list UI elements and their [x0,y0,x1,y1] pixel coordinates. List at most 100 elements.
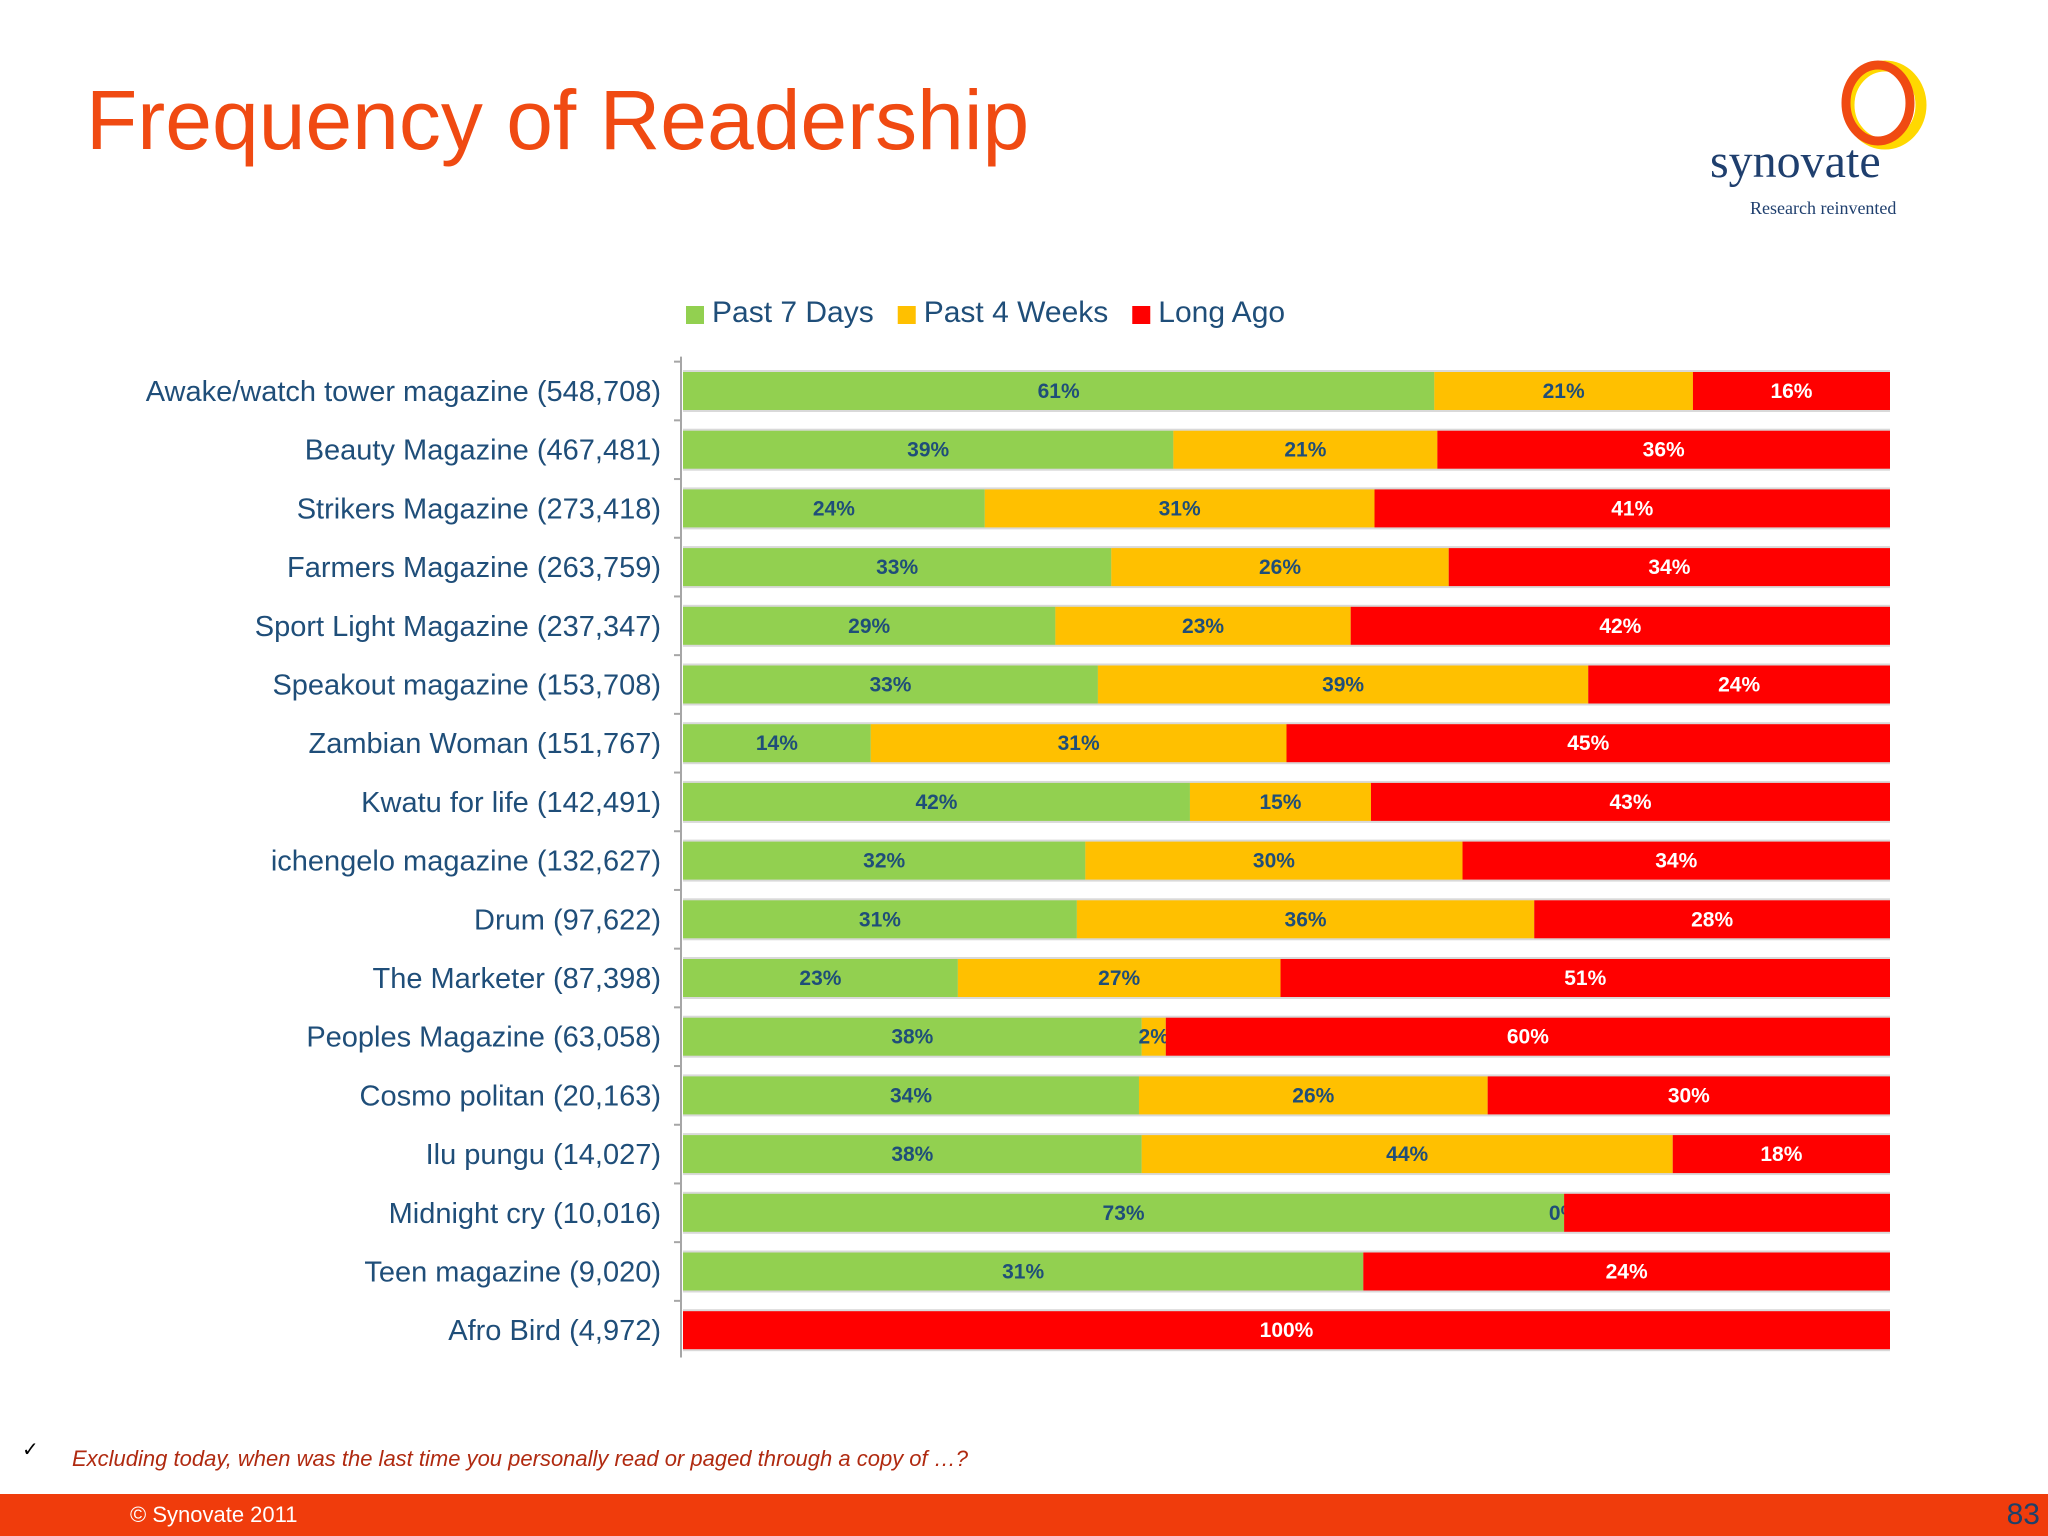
category-label: Ilu pungu (14,027) [426,1139,661,1171]
legend-swatch-0 [686,306,704,324]
bar-segment-past-4-weeks [1141,1135,1673,1174]
bar-segment-long-ago [1692,372,1890,410]
data-label: 31% [859,908,901,931]
bar-segment-long-ago [683,1311,1890,1350]
bar-segment-past-4-weeks [1141,1017,1166,1056]
category-label: Farmers Magazine (263,759) [287,552,661,584]
bar-segment-past-4-weeks [870,724,1287,763]
legend-label-0: Past 7 Days [712,296,874,329]
bar-segment-past-7-days [683,430,1174,469]
data-label: 21% [1543,380,1585,403]
logo-ring-icon [1841,60,1927,150]
bar-segment-past-7-days [683,724,871,763]
logo-wordmark: synovate [1710,135,1881,188]
category-label: Sport Light Magazine (237,347) [255,611,661,643]
footer-bar: © Synovate 2011 83 [0,1494,2048,1536]
data-label: 30% [1253,850,1295,873]
data-label: 26% [1292,1084,1334,1107]
stacked-bar-chart: Past 7 Days Past 4 Weeks Long Ago Awake/wat… [146,296,1890,1358]
bar-segment-past-4-weeks [957,959,1281,997]
bar-segment-past-7-days [683,959,958,997]
category-label: Speakout magazine (153,708) [272,670,661,702]
bar-segment-long-ago [1374,489,1890,528]
legend-label-1: Past 4 Weeks [924,296,1109,329]
checkmark-icon: ✓ [22,1437,39,1461]
data-label: 38% [891,1026,933,1049]
bar-segment-past-4-weeks [1189,782,1371,821]
bar-segment-past-7-days [683,489,985,528]
bar-segment-long-ago [1363,1252,1890,1291]
data-label: 45% [1567,732,1609,755]
bar-segment-past-7-days [683,372,1435,410]
data-label: 34% [1648,556,1690,579]
data-label: 42% [1599,615,1641,638]
legend-swatch-1 [897,306,916,324]
data-label: 24% [1718,674,1760,697]
data-label: 30% [1668,1084,1710,1107]
bar-segment-long-ago [1165,1017,1890,1056]
category-label: Kwatu for life (142,491) [361,787,661,819]
category-label: Zambian Woman (151,767) [309,728,661,760]
legend-label-2: Long Ago [1158,296,1285,329]
data-label: 33% [869,674,911,697]
bar-segment-long-ago [1280,959,1890,997]
bar-segment-past-4-weeks [984,489,1375,528]
bar-segment-past-7-days [683,606,1056,645]
logo-tagline: Research reinvented [1750,198,1897,218]
page-number: 83 [2006,1498,2040,1531]
category-label: Awake/watch tower magazine (548,708) [146,376,661,408]
category-label: Midnight cry (10,016) [389,1198,661,1230]
data-label: 43% [1609,791,1651,814]
bar-segment-past-4-weeks [1434,372,1693,410]
category-label: Strikers Magazine (273,418) [297,493,661,525]
data-label: 29% [848,615,890,638]
data-label: 100% [1260,1319,1314,1342]
data-label: 39% [1322,674,1364,697]
data-label: 31% [1159,497,1201,520]
bar-segment-past-4-weeks [1076,900,1535,939]
question-footnote: Excluding today, when was the last time … [72,1446,969,1471]
bar-segment-past-7-days [683,1017,1142,1056]
bar-segment-past-7-days [683,1193,1565,1232]
data-label: 51% [1564,967,1606,990]
bar-segment-past-4-weeks [1055,606,1351,645]
bar-segment-long-ago [1462,841,1890,880]
data-label: 60% [1507,1026,1549,1049]
category-label: Teen magazine (9,020) [364,1257,661,1289]
bar-segment-past-7-days [683,1076,1139,1115]
data-label: 27% [1098,967,1140,990]
data-label: 24% [1606,1261,1648,1284]
category-label: The Marketer (87,398) [372,963,661,995]
bar-segment-past-7-days [683,841,1086,880]
bar-segment-past-7-days [683,782,1190,821]
category-label: Cosmo politan (20,163) [360,1080,661,1112]
data-label: 39% [907,439,949,462]
data-label: 14% [756,732,798,755]
copyright-text: © Synovate 2011 [130,1502,298,1527]
category-label: Peoples Magazine (63,058) [306,1022,661,1054]
bar-segment-long-ago [1672,1135,1890,1174]
data-label: 31% [1058,732,1100,755]
data-label: 21% [1284,439,1326,462]
data-label: 73% [1103,1202,1145,1225]
data-label: 23% [799,967,841,990]
bar-segment-long-ago [1487,1076,1890,1115]
category-label: ichengelo magazine (132,627) [271,846,661,878]
bar-segment-long-ago [1350,606,1890,645]
data-label: 23% [1182,615,1224,638]
data-label: 33% [876,556,918,579]
bar-segment-past-4-weeks [1173,430,1438,469]
page-title: Frequency of Readership [86,73,1030,167]
data-label: 36% [1285,908,1327,931]
data-label: 36% [1643,439,1685,462]
data-label: 24% [813,497,855,520]
synovate-logo: synovate Research reinvented [1700,58,1940,228]
data-label: 61% [1038,380,1080,403]
bar-segment-past-7-days [683,665,1098,704]
bar-segment-past-7-days [683,1135,1142,1174]
bar-segment-past-4-weeks [1111,548,1449,587]
data-label: 26% [1259,556,1301,579]
bar-segment-past-7-days [683,548,1112,587]
data-label: 38% [891,1143,933,1166]
bar-segment-past-4-weeks [1097,665,1589,704]
